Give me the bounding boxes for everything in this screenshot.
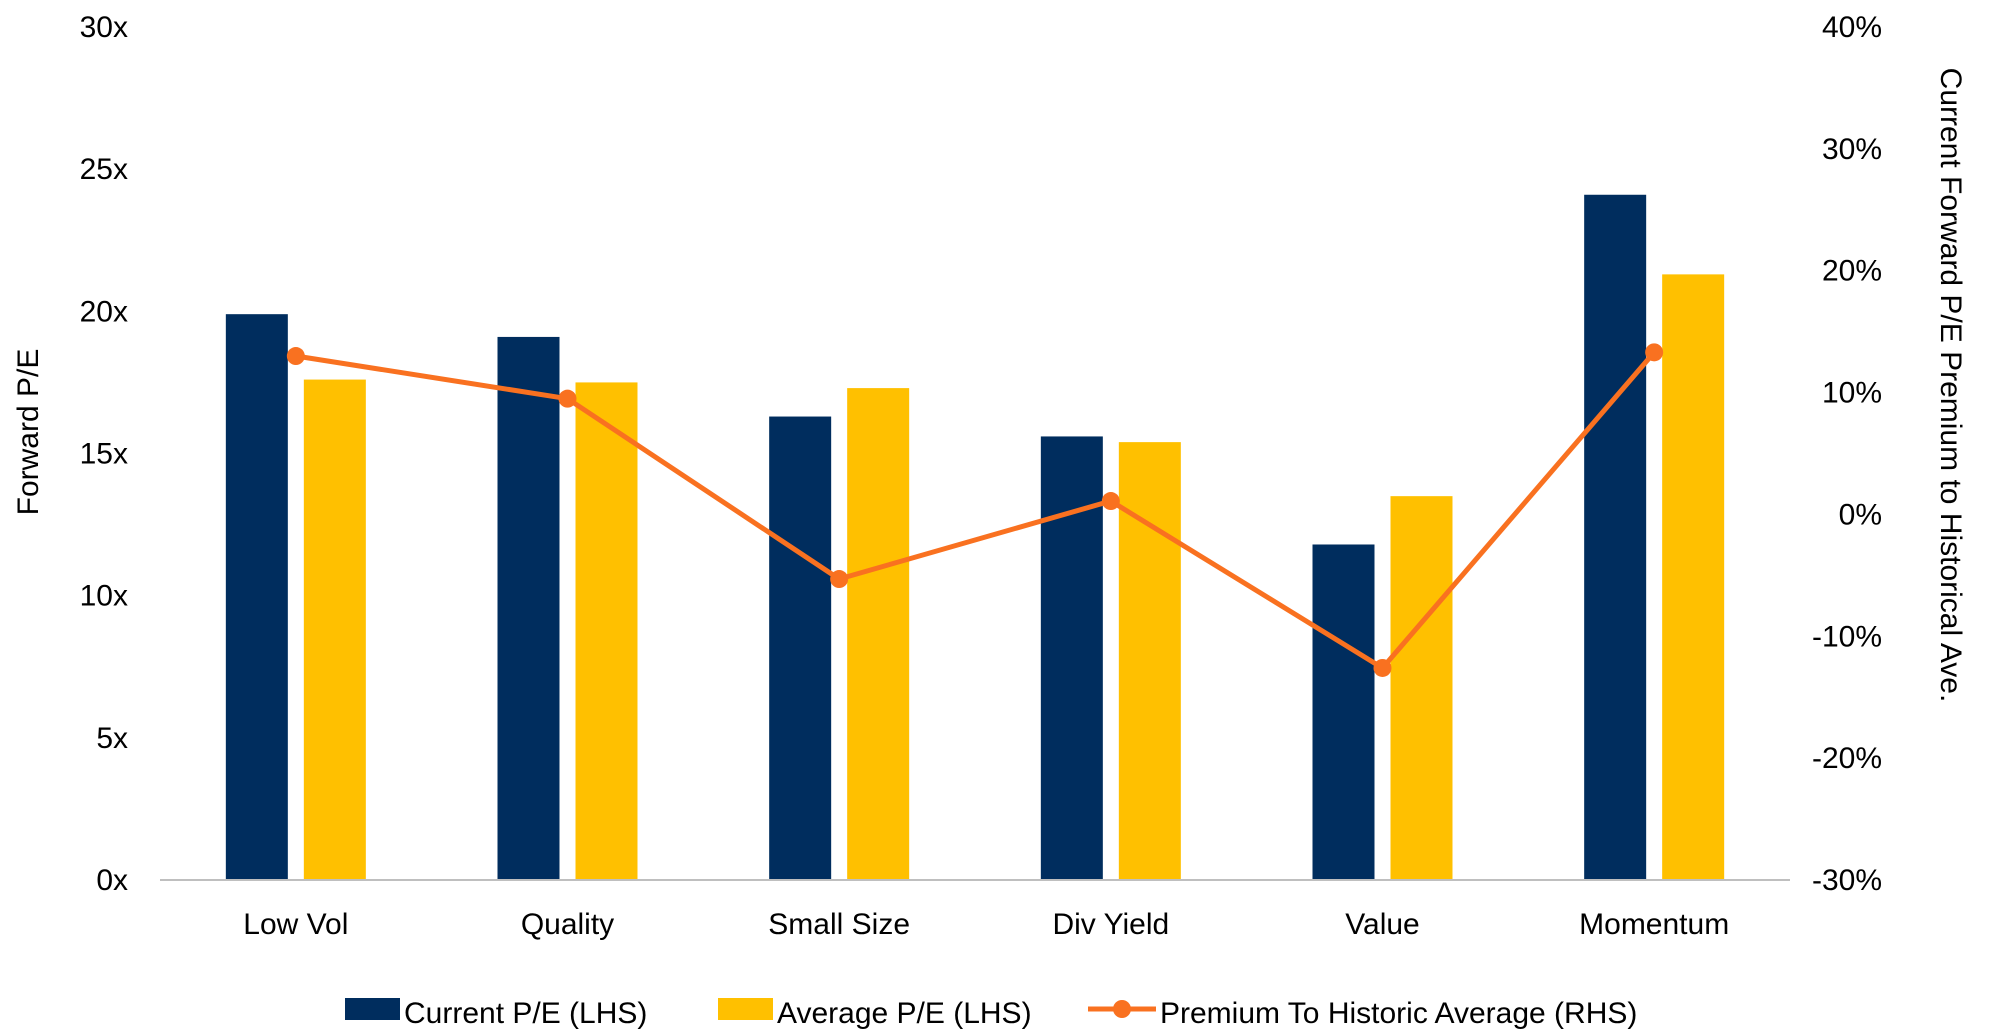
premium-point (286, 347, 305, 366)
category-label: Low Vol (243, 908, 348, 941)
legend-label-premium: Premium To Historic Average (RHS) (1160, 997, 1637, 1029)
bar-average-pe (1118, 442, 1181, 880)
bar-average-pe (847, 388, 910, 880)
bar-average-pe (303, 379, 366, 880)
left-tick-label: 30x (80, 11, 128, 44)
left-tick-label: 10x (80, 580, 128, 613)
bar-average-pe (1662, 274, 1725, 880)
right-tick-label: -10% (1812, 620, 1882, 653)
legend-label-average: Average P/E (LHS) (777, 997, 1032, 1029)
legend-swatch-premium-marker (1113, 1000, 1131, 1018)
premium-line-group (286, 343, 1664, 677)
category-label: Small Size (768, 908, 910, 941)
right-tick-label: -30% (1812, 864, 1882, 897)
premium-point (830, 570, 849, 589)
bar-average-pe (1390, 496, 1453, 880)
bar-group (225, 194, 1725, 881)
legend-swatch-average (718, 998, 773, 1020)
category-label: Div Yield (1052, 908, 1169, 941)
category-label: Value (1345, 908, 1420, 941)
right-axis-title: Current Forward P/E Premium to Historica… (1934, 68, 1967, 703)
bar-current-pe (1584, 194, 1647, 881)
legend-label-current: Current P/E (LHS) (404, 997, 647, 1029)
premium-line (295, 350, 1657, 671)
bar-current-pe (1312, 544, 1375, 880)
right-tick-label: 30% (1822, 133, 1882, 166)
left-tick-label: 15x (80, 438, 128, 471)
bar-current-pe (497, 336, 560, 880)
category-labels: Low Vol Quality Small Size Div Yield Value Mo… (243, 908, 1729, 941)
right-tick-label: 10% (1822, 377, 1882, 410)
right-tick-label: 40% (1822, 11, 1882, 44)
premium-point (1645, 343, 1664, 362)
legend: Current P/E (LHS) Average P/E (LHS) Premiu… (345, 997, 1637, 1029)
bar-average-pe (575, 382, 638, 880)
right-tick-label: 20% (1822, 255, 1882, 288)
left-axis-title: Forward P/E (12, 349, 45, 516)
left-tick-label: 5x (96, 722, 128, 755)
category-label: Momentum (1579, 908, 1729, 941)
left-tick-label: 0x (96, 864, 128, 897)
premium-point (1101, 492, 1120, 511)
premium-point (1373, 658, 1392, 677)
left-tick-label: 25x (80, 153, 128, 186)
legend-swatch-current (345, 998, 400, 1020)
right-tick-label: -20% (1812, 742, 1882, 775)
category-label: Quality (521, 908, 614, 941)
right-axis-ticks: -30% -20% -10% 0% 10% 20% 30% 40% (1812, 11, 1882, 897)
left-tick-label: 20x (80, 295, 128, 328)
bar-current-pe (225, 314, 288, 881)
bar-current-pe (769, 416, 832, 880)
left-axis-ticks: 0x 5x 10x 15x 20x 25x 30x (80, 11, 128, 897)
bar-current-pe (1040, 436, 1103, 880)
right-tick-label: 0% (1839, 498, 1882, 531)
premium-point (558, 389, 577, 408)
